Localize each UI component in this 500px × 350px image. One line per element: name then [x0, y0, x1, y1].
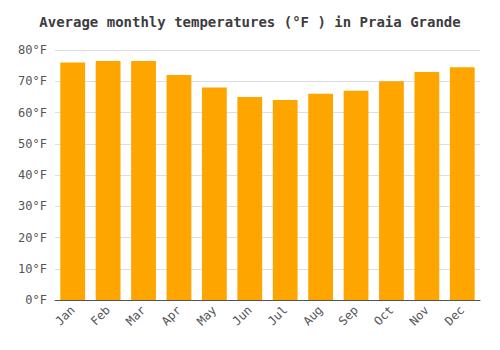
svg-text:Oct: Oct	[371, 303, 396, 328]
svg-text:Feb: Feb	[88, 303, 113, 328]
svg-text:10°F: 10°F	[18, 262, 47, 276]
svg-text:Nov: Nov	[407, 303, 432, 328]
svg-text:20°F: 20°F	[18, 231, 47, 245]
svg-text:May: May	[194, 303, 219, 328]
svg-text:80°F: 80°F	[18, 43, 47, 57]
svg-text:Aug: Aug	[300, 303, 325, 328]
svg-text:Jul: Jul	[265, 303, 290, 328]
svg-text:0°F: 0°F	[25, 293, 47, 307]
svg-text:Average monthly temperatures (: Average monthly temperatures (°F ) in Pr…	[39, 14, 460, 30]
svg-text:60°F: 60°F	[18, 106, 47, 120]
svg-text:Apr: Apr	[159, 303, 184, 328]
svg-text:70°F: 70°F	[18, 74, 47, 88]
svg-text:40°F: 40°F	[18, 168, 47, 182]
svg-text:Sep: Sep	[336, 303, 361, 328]
svg-text:Jan: Jan	[52, 303, 77, 328]
svg-text:Dec: Dec	[442, 303, 467, 328]
svg-text:Jun: Jun	[230, 303, 255, 328]
svg-text:30°F: 30°F	[18, 199, 47, 213]
svg-text:50°F: 50°F	[18, 137, 47, 151]
svg-text:Mar: Mar	[123, 303, 148, 328]
